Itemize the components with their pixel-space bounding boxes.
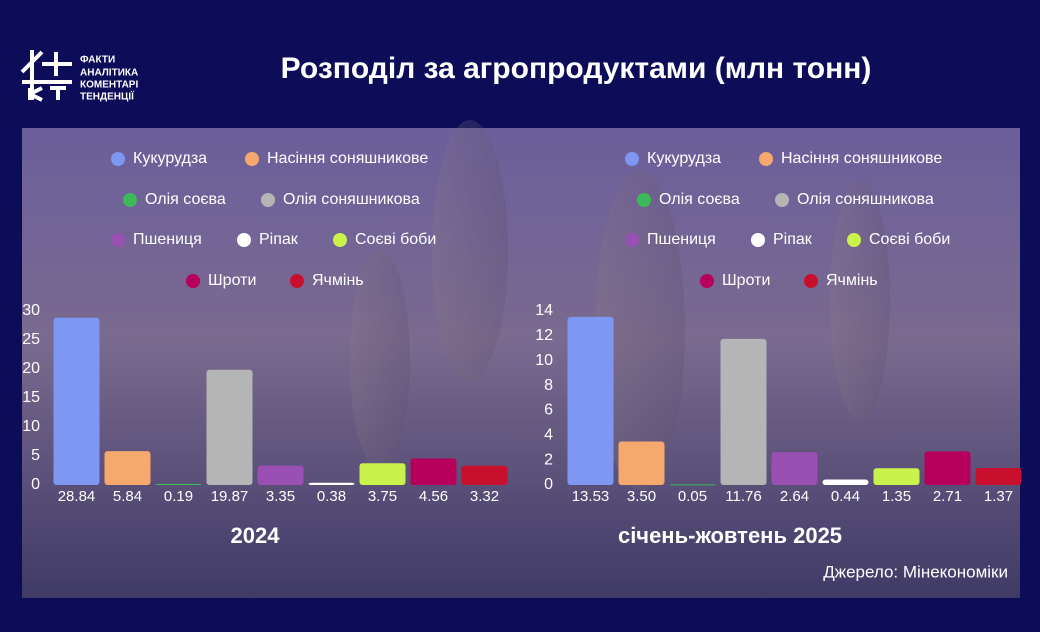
- legend-label: Ріпак: [773, 231, 813, 248]
- bar: [618, 441, 665, 485]
- chart-title: січень-жовтень 2025: [618, 523, 842, 548]
- y-tick-label: 0: [544, 476, 553, 493]
- value-label: 4.56: [419, 488, 448, 505]
- value-label: 2.64: [780, 488, 809, 505]
- legend-swatch: [245, 152, 259, 166]
- bar: [720, 338, 767, 485]
- source: Джерело: Мінекономіки: [823, 562, 1008, 581]
- bar: [359, 463, 406, 485]
- bar: [308, 482, 355, 485]
- page-title: Розподіл за агропродуктами (млн тонн): [281, 52, 872, 85]
- y-tick-label: 15: [22, 389, 40, 406]
- logo: [20, 50, 72, 102]
- bar: [104, 451, 151, 485]
- y-tick-label: 5: [31, 447, 40, 464]
- value-label: 0.19: [164, 488, 193, 505]
- logo-line: КОМЕНТАРІ: [80, 80, 138, 91]
- value-label: 5.84: [113, 488, 142, 505]
- bar: [873, 468, 920, 485]
- y-tick-label: 20: [22, 360, 40, 377]
- legend-swatch: [775, 193, 789, 207]
- y-tick-label: 6: [544, 402, 553, 419]
- y-tick-label: 30: [22, 302, 40, 319]
- y-tick-label: 10: [22, 418, 40, 435]
- y-tick-label: 25: [22, 331, 40, 348]
- bar: [461, 465, 508, 485]
- chart-title: 2024: [231, 523, 281, 548]
- legend-label: Ячмінь: [826, 272, 878, 289]
- y-tick-label: 10: [535, 352, 553, 369]
- legend-swatch: [700, 274, 714, 288]
- legend-swatch: [625, 152, 639, 166]
- y-tick-label: 2: [544, 451, 553, 468]
- value-label: 0.38: [317, 488, 346, 505]
- value-label: 0.05: [678, 488, 707, 505]
- legend-swatch: [111, 152, 125, 166]
- legend-label: Ячмінь: [312, 272, 364, 289]
- legend-label: Насіння соняшникове: [781, 150, 942, 167]
- y-tick-label: 12: [535, 327, 553, 344]
- legend-label: Соєві боби: [869, 231, 950, 248]
- bar: [155, 483, 202, 485]
- legend-label: Олія соняшникова: [283, 191, 420, 208]
- value-label: 3.50: [627, 488, 656, 505]
- legend-swatch: [637, 193, 651, 207]
- bar: [975, 467, 1022, 485]
- legend-label: Олія соєва: [145, 191, 226, 208]
- legend-swatch: [751, 233, 765, 247]
- legend-swatch: [237, 233, 251, 247]
- bar: [257, 465, 304, 485]
- bar: [410, 458, 457, 485]
- legend-swatch: [759, 152, 773, 166]
- logo-line: ТЕНДЕНЦІЇ: [80, 90, 134, 103]
- legend-label: Пшениця: [647, 231, 716, 248]
- legend-label: Олія соєва: [659, 191, 740, 208]
- logo-line: АНАЛІТИКА: [80, 68, 138, 79]
- legend-swatch: [261, 193, 275, 207]
- legend-label: Олія соняшникова: [797, 191, 934, 208]
- legend-swatch: [625, 233, 639, 247]
- legend-label: Кукурудза: [133, 150, 207, 167]
- value-label: 3.75: [368, 488, 397, 505]
- bar: [567, 316, 614, 485]
- legend-swatch: [111, 233, 125, 247]
- wheat-decoration: [350, 120, 890, 490]
- legend-label: Пшениця: [133, 231, 202, 248]
- value-label: 3.35: [266, 488, 295, 505]
- value-label: 28.84: [58, 488, 96, 505]
- value-label: 11.76: [725, 488, 761, 505]
- legend-label: Ріпак: [259, 231, 299, 248]
- bar: [669, 484, 716, 486]
- y-tick-label: 0: [31, 476, 40, 493]
- legend-label: Соєві боби: [355, 231, 436, 248]
- y-tick-label: 14: [535, 302, 553, 319]
- value-label: 1.37: [984, 488, 1013, 505]
- legend-label: Шроти: [722, 272, 770, 289]
- value-label: 1.35: [882, 488, 911, 505]
- legend-label: Насіння соняшникове: [267, 150, 428, 167]
- legend-swatch: [804, 274, 818, 288]
- value-label: 13.53: [572, 488, 610, 505]
- legend-swatch: [290, 274, 304, 288]
- value-label: 2.71: [933, 488, 962, 505]
- bar: [771, 452, 818, 485]
- value-label: 0.44: [831, 488, 860, 505]
- bar: [53, 317, 100, 485]
- legend-label: Кукурудза: [647, 150, 721, 167]
- legend-swatch: [847, 233, 861, 247]
- legend-swatch: [123, 193, 137, 207]
- value-label: 19.87: [211, 488, 249, 505]
- logo-line: ФАКТИ: [80, 55, 115, 66]
- legend-swatch: [186, 274, 200, 288]
- legend-label: Шроти: [208, 272, 256, 289]
- bar: [924, 451, 971, 485]
- value-label: 3.32: [470, 488, 499, 505]
- legend-swatch: [333, 233, 347, 247]
- y-tick-label: 4: [544, 427, 553, 444]
- bar: [206, 369, 253, 485]
- bar: [822, 479, 869, 485]
- y-tick-label: 8: [544, 377, 553, 394]
